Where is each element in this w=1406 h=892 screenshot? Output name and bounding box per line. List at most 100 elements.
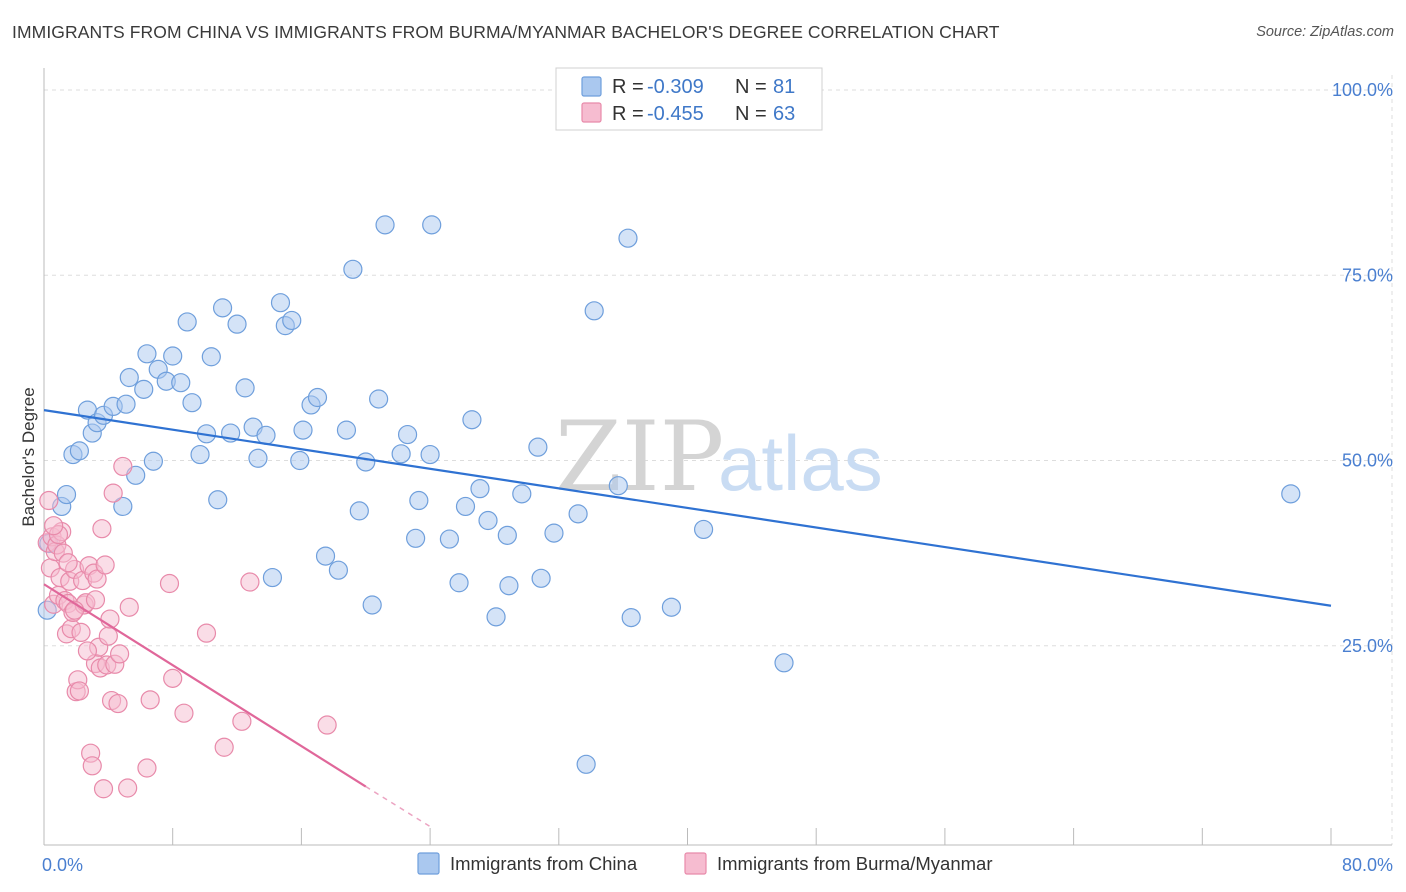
- china-point: [608, 476, 628, 496]
- china-point: [618, 228, 638, 248]
- china-point: [449, 573, 469, 593]
- watermark: ZIP atlas: [555, 401, 883, 513]
- burma-point: [58, 553, 78, 573]
- burma-point: [140, 690, 160, 710]
- china-point: [349, 501, 369, 521]
- china-point: [362, 595, 382, 615]
- legend-r-value-burma: -0.455: [647, 103, 704, 125]
- x-tick-label: 0.0%: [42, 855, 83, 875]
- china-point: [190, 444, 210, 465]
- burma-point: [317, 715, 337, 735]
- china-point: [248, 448, 268, 468]
- china-point: [375, 215, 395, 235]
- burma-point: [44, 516, 64, 536]
- china-point: [499, 576, 519, 596]
- burma-point: [232, 711, 252, 731]
- china-point: [163, 346, 183, 366]
- china-point: [576, 754, 596, 774]
- china-point: [208, 490, 228, 510]
- legend-n-label-china: N =: [735, 76, 767, 98]
- legend-r-label-china: R =: [612, 76, 644, 98]
- china-point: [369, 389, 389, 409]
- china-point: [478, 510, 498, 531]
- legend-r-value-china: -0.309: [647, 76, 704, 98]
- chart-source: Source: ZipAtlas.com: [1256, 24, 1394, 40]
- china-point: [409, 490, 429, 511]
- x-tick-labels: 0.0% 80.0%: [42, 855, 1393, 875]
- china-point: [356, 452, 376, 472]
- china-point: [282, 310, 302, 331]
- legend-swatch-burma: [581, 102, 602, 123]
- burma-point: [174, 703, 194, 723]
- burma-point: [196, 623, 217, 643]
- china-point: [422, 215, 442, 235]
- china-point: [315, 546, 336, 566]
- china-point: [290, 450, 310, 471]
- china-point: [56, 484, 77, 505]
- burma-trend-line: [43, 583, 367, 788]
- burma-point: [71, 622, 91, 643]
- china-point: [397, 424, 418, 445]
- china-point: [262, 567, 283, 588]
- china-point: [486, 607, 506, 627]
- china-point: [544, 523, 564, 543]
- watermark-zip: ZIP: [555, 401, 724, 513]
- china-point: [328, 560, 349, 580]
- china-point: [439, 529, 460, 549]
- china-point: [621, 607, 641, 628]
- bottom-legend-label-burma: Immigrants from Burma/Myanmar: [717, 853, 993, 874]
- burma-point: [39, 490, 59, 511]
- y-axis-label: Bachelor's Degree: [19, 387, 38, 526]
- y-tick-label: 100.0%: [1332, 80, 1393, 100]
- china-point: [212, 298, 233, 318]
- china-point: [584, 301, 604, 321]
- legend-n-value-burma: 63: [773, 103, 795, 125]
- china-point: [270, 293, 291, 313]
- burma-point: [108, 693, 128, 714]
- y-tick-label: 75.0%: [1342, 265, 1393, 285]
- legend-swatch-china: [581, 76, 602, 97]
- china-point: [406, 528, 426, 548]
- burma-point: [163, 668, 183, 688]
- china-point: [182, 393, 202, 413]
- y-tick-labels: 25.0% 50.0% 75.0% 100.0%: [1332, 80, 1393, 656]
- china-point: [462, 410, 482, 430]
- china-point: [528, 437, 548, 457]
- burma-point: [93, 779, 114, 799]
- china-point: [227, 314, 247, 334]
- china-point: [134, 379, 154, 399]
- china-trend-line: [43, 409, 1332, 607]
- trend-lines: [43, 409, 1332, 828]
- burma-point: [77, 641, 98, 661]
- chart-title: IMMIGRANTS FROM CHINA VS IMMIGRANTS FROM…: [12, 22, 1000, 42]
- series-burma: [37, 456, 337, 799]
- china-point: [455, 496, 476, 517]
- y-tick-label: 50.0%: [1342, 451, 1393, 471]
- china-point: [116, 394, 136, 414]
- china-point: [512, 484, 532, 504]
- legend-n-label-burma: N =: [735, 103, 767, 125]
- china-point: [420, 444, 440, 465]
- x-tick-label: 80.0%: [1342, 855, 1393, 875]
- legend-r-label-burma: R =: [612, 103, 644, 125]
- burma-trend-extension: [365, 785, 431, 828]
- burma-point: [82, 756, 102, 776]
- china-point: [774, 653, 794, 673]
- china-point: [119, 367, 139, 388]
- burma-point: [92, 519, 112, 539]
- burma-point: [103, 483, 123, 503]
- legend-n-value-china: 81: [773, 76, 795, 98]
- china-point: [343, 259, 363, 279]
- china-point: [568, 504, 588, 524]
- china-point: [235, 378, 255, 398]
- legend: R = -0.309 N = 81 R = -0.455 N = 63: [555, 67, 823, 131]
- china-point: [1281, 484, 1301, 504]
- bottom-legend: Immigrants from China Immigrants from Bu…: [417, 852, 993, 875]
- grid-lines: [44, 75, 1393, 845]
- china-point: [143, 451, 163, 471]
- china-point: [661, 597, 682, 617]
- burma-point: [85, 590, 106, 610]
- burma-point: [113, 456, 133, 477]
- china-point: [69, 441, 89, 461]
